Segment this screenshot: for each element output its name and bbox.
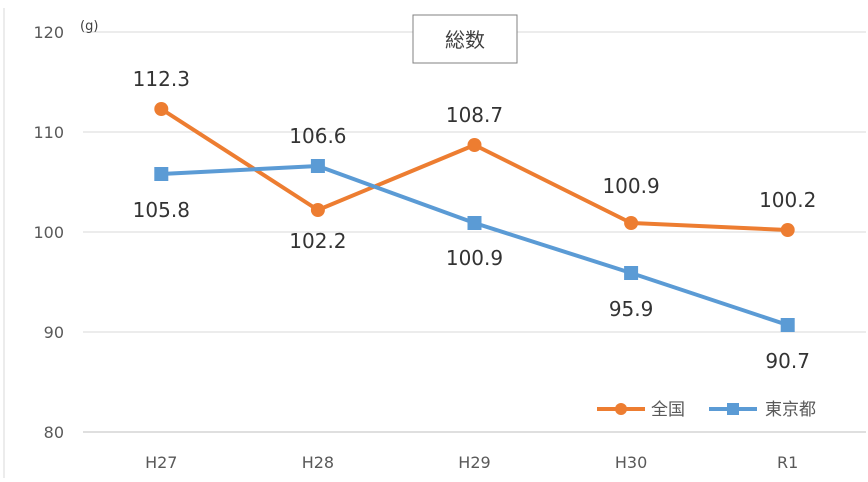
data-point (467, 216, 482, 230)
chart-title: 総数 (445, 28, 485, 52)
legend-marker (615, 403, 627, 415)
series (154, 102, 795, 332)
data-point (624, 266, 639, 280)
y-tick-label: 90 (44, 323, 64, 342)
axes: 80 90 100 110 120 (g) H27 H28 H29 H30 R1 (33, 19, 798, 472)
data-point (154, 167, 169, 181)
data-point (624, 216, 639, 230)
legend-label: 全国 (651, 400, 685, 420)
data-point (310, 159, 325, 173)
data-label: 100.9 (446, 246, 503, 270)
data-labels: 112.3 102.2 108.7 100.9 100.2 105.8 106.6 100.9… (133, 67, 817, 373)
data-label: 90.7 (765, 349, 810, 373)
chart-title-frame (412, 14, 518, 64)
y-tick-label: 100 (33, 223, 64, 242)
y-tick-label: 110 (33, 123, 64, 142)
y-tick-label: 80 (44, 423, 64, 442)
x-tick-label: H30 (615, 453, 647, 472)
data-point (467, 138, 482, 152)
data-point (310, 203, 325, 217)
data-label: 100.2 (759, 188, 816, 212)
x-tick-label: H29 (458, 453, 490, 472)
legend-marker (727, 403, 739, 415)
data-label: 108.7 (446, 103, 503, 127)
x-tick-label: R1 (777, 453, 798, 472)
x-tick-label: H27 (145, 453, 177, 472)
x-tick-label: H28 (302, 453, 334, 472)
data-point (780, 318, 795, 332)
data-label: 105.8 (133, 198, 190, 222)
legend: 全国 東京都 (597, 400, 816, 420)
title-box: 総数 (412, 14, 518, 64)
legend-label: 東京都 (765, 400, 816, 420)
data-label: 106.6 (289, 124, 346, 148)
data-point (154, 102, 169, 116)
y-unit-label: (g) (80, 19, 98, 34)
data-point (780, 223, 795, 237)
data-label: 112.3 (133, 67, 190, 91)
y-tick-label: 120 (33, 23, 64, 42)
data-label: 100.9 (602, 174, 659, 198)
data-label: 102.2 (289, 229, 346, 253)
data-label: 95.9 (609, 297, 654, 321)
